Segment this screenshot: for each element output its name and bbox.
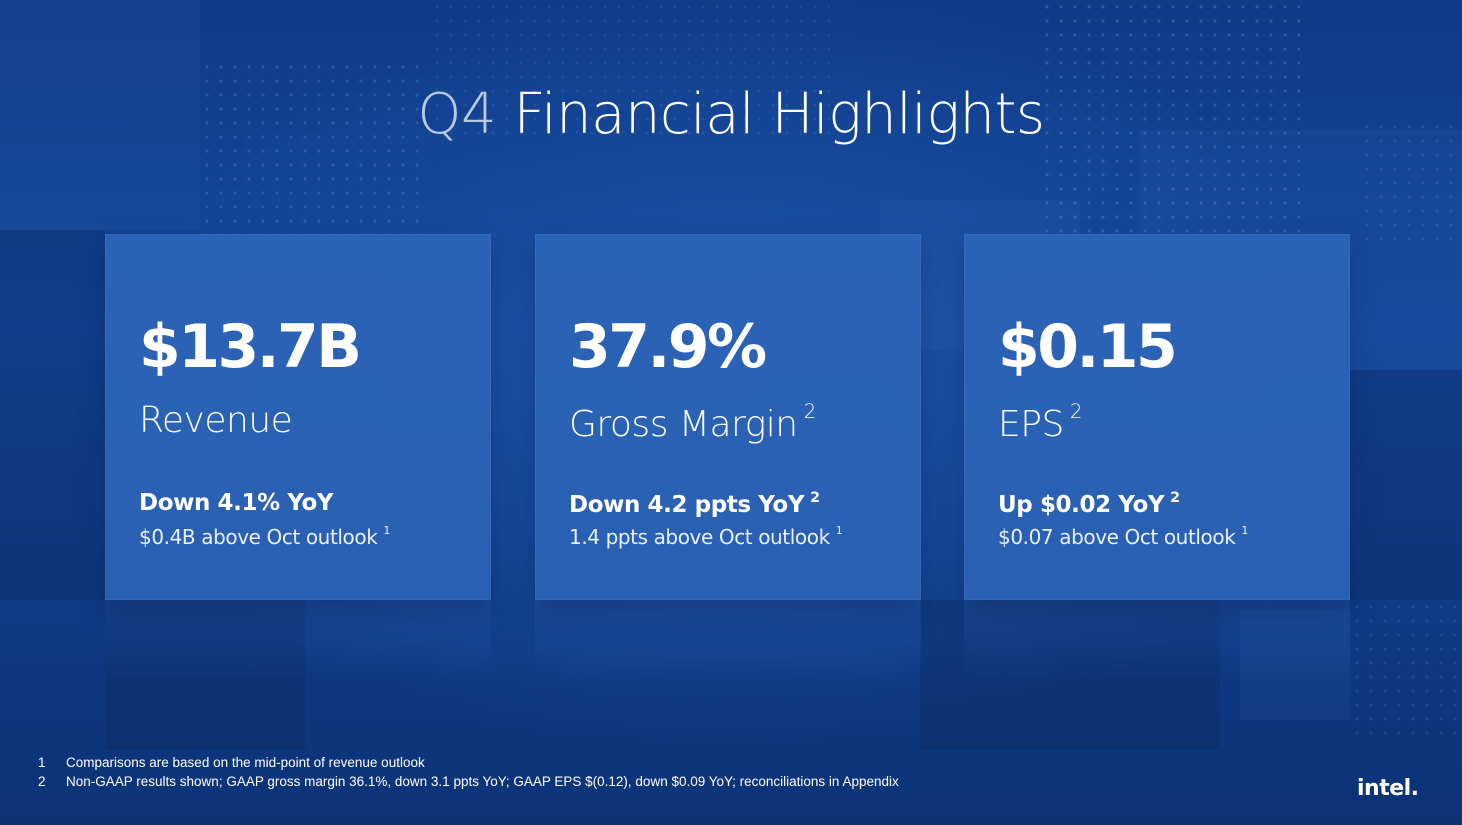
revenue-note-text: $0.4B above Oct outlook bbox=[139, 524, 378, 549]
gross-margin-change-text: Down 4.2 ppts YoY bbox=[569, 491, 805, 518]
dot-pattern-top-right bbox=[1040, 0, 1300, 280]
slide-title: Q4 Financial Highlights bbox=[0, 82, 1462, 147]
footnote: 2 Non-GAAP results shown; GAAP gross mar… bbox=[38, 772, 899, 791]
revenue-change: Down 4.1% YoY bbox=[139, 490, 334, 516]
revenue-card: $13.7B Revenue Down 4.1% YoY $0.4B above… bbox=[105, 234, 491, 600]
gross-margin-change: Down 4.2 ppts YoY 2 bbox=[569, 490, 820, 518]
footnote-number: 1 bbox=[38, 755, 46, 770]
gross-margin-note-text: 1.4 ppts above Oct outlook bbox=[569, 524, 830, 549]
eps-value: $0.15 bbox=[998, 312, 1178, 382]
footnote-ref: 1 bbox=[383, 524, 391, 537]
revenue-change-text: Down 4.1% YoY bbox=[139, 490, 334, 516]
gross-margin-label-text: Gross Margin bbox=[569, 403, 798, 445]
bg-tile bbox=[0, 230, 105, 600]
footnote-number: 2 bbox=[38, 774, 46, 789]
footnote-ref: 1 bbox=[1241, 524, 1249, 537]
dot-pattern-bottom-right bbox=[1350, 600, 1460, 740]
footnote-ref: 2 bbox=[803, 400, 817, 423]
bg-tile bbox=[920, 600, 1220, 750]
revenue-label-text: Revenue bbox=[139, 400, 293, 441]
footnote-ref: 2 bbox=[1170, 490, 1180, 506]
footnote: 1 Comparisons are based on the mid-point… bbox=[38, 753, 899, 772]
dot-pattern-top-left bbox=[200, 60, 430, 260]
revenue-label: Revenue bbox=[139, 400, 293, 441]
intel-logo: intel. bbox=[1357, 776, 1419, 801]
eps-note-text: $0.07 above Oct outlook bbox=[998, 524, 1236, 549]
gross-margin-note: 1.4 ppts above Oct outlook 1 bbox=[569, 524, 843, 549]
eps-label: EPS 2 bbox=[998, 400, 1082, 445]
eps-change: Up $0.02 YoY 2 bbox=[998, 490, 1180, 518]
eps-note: $0.07 above Oct outlook 1 bbox=[998, 524, 1248, 549]
eps-card: $0.15 EPS 2 Up $0.02 YoY 2 $0.07 above Oct… bbox=[964, 234, 1350, 600]
revenue-note: $0.4B above Oct outlook 1 bbox=[139, 524, 390, 549]
gross-margin-label: Gross Margin 2 bbox=[569, 400, 816, 445]
revenue-value: $13.7B bbox=[139, 312, 362, 382]
footnote-text: Non-GAAP results shown; GAAP gross margi… bbox=[66, 774, 899, 789]
footnote-text: Comparisons are based on the mid-point o… bbox=[66, 755, 425, 770]
bg-tile bbox=[1350, 370, 1462, 600]
footnote-ref: 2 bbox=[1069, 400, 1083, 423]
slide-title-rest: Financial Highlights bbox=[513, 82, 1045, 147]
bg-tile bbox=[1240, 610, 1350, 720]
gross-margin-value: 37.9% bbox=[569, 312, 767, 382]
card-reflection bbox=[105, 600, 491, 680]
footnote-ref: 1 bbox=[835, 524, 843, 537]
footnote-ref: 2 bbox=[810, 490, 820, 506]
dot-pattern-mid-right bbox=[1360, 120, 1460, 240]
bg-tile bbox=[105, 600, 305, 750]
bg-tile bbox=[0, 0, 200, 230]
gross-margin-card: 37.9% Gross Margin 2 Down 4.2 ppts YoY 2 1… bbox=[535, 234, 921, 600]
slide-title-prefix: Q4 bbox=[417, 82, 497, 147]
card-reflection bbox=[964, 600, 1350, 680]
eps-change-text: Up $0.02 YoY bbox=[998, 491, 1165, 518]
eps-label-text: EPS bbox=[998, 403, 1064, 445]
card-reflection bbox=[535, 600, 921, 680]
footnotes: 1 Comparisons are based on the mid-point… bbox=[38, 753, 899, 791]
dot-pattern-top-center bbox=[430, 0, 830, 140]
